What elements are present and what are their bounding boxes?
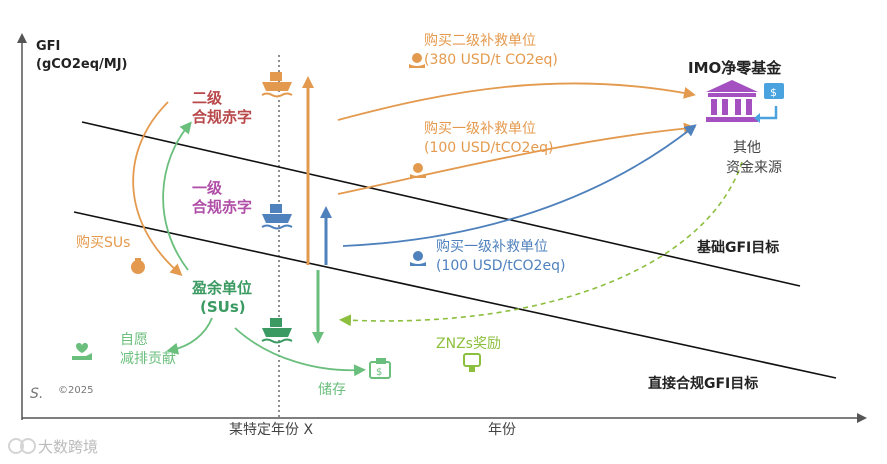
buy-tier2-label-2: (380 USD/t CO2eq) — [424, 52, 558, 68]
surplus-label-1: 盈余单位 — [191, 279, 252, 297]
y-axis-unit: (gCO2eq/MJ) — [36, 57, 127, 72]
store-flow — [234, 327, 366, 377]
exchange-icon: $ — [754, 83, 784, 123]
buy-tier1-top-flow — [337, 122, 696, 195]
watermark-logo — [8, 438, 36, 454]
money-hand-icon — [409, 53, 425, 68]
tier2-deficit-label-1: 二级 — [192, 89, 223, 107]
svg-text:$: $ — [770, 86, 777, 99]
storage-icon: $ — [369, 358, 391, 379]
reward-icon — [463, 353, 481, 372]
voluntary-label-1: 自愿 — [120, 332, 148, 348]
ship-icon — [261, 204, 293, 230]
copyright: ©2025 — [58, 385, 93, 396]
voluntary-flow — [166, 317, 213, 355]
watermark: 大数跨境 — [38, 438, 98, 456]
store-label: 储存 — [318, 382, 346, 398]
direct-gfi-target-label: 直接合规GFI目标 — [648, 375, 758, 392]
znz-reward-label: ZNZs奖励 — [436, 335, 501, 352]
bank-icon — [706, 80, 758, 122]
svg-text:$: $ — [376, 367, 382, 378]
buy-tier1-flow — [342, 124, 697, 247]
buy-tier1-top-label-1: 购买一级补救单位 — [424, 121, 536, 137]
buy-sus-label: 购买SUs — [76, 235, 130, 251]
base-gfi-target-line — [81, 121, 801, 287]
tier2-deficit-label-2: 合规赤字 — [191, 108, 252, 126]
buy-sus-flow — [132, 101, 183, 277]
money-hand-icon — [410, 163, 426, 178]
sus-to-tier1-flow — [162, 121, 192, 271]
other-sources-label-1: 其他 — [733, 140, 761, 156]
tier1-deficit-label-2: 合规赤字 — [191, 198, 252, 216]
buy-tier1-label-2: (100 USD/tCO2eq) — [436, 258, 565, 274]
buy-tier1-label-1: 购买一级补救单位 — [436, 239, 548, 255]
base-gfi-target-label: 基础GFI目标 — [697, 239, 779, 256]
signature: S. — [30, 386, 43, 402]
buy-tier2-label-1: 购买二级补救单位 — [424, 33, 536, 49]
ship-icon — [261, 318, 293, 344]
buy-tier2-flow — [337, 82, 696, 121]
buy-tier1-top-label-2: (100 USD/tCO2eq) — [424, 140, 553, 156]
voluntary-label-2: 减排贡献 — [120, 351, 176, 367]
imo-fund-title: IMO净零基金 — [688, 59, 782, 77]
money-bag-icon — [131, 258, 145, 274]
year-x-label: 某特定年份 X — [229, 422, 313, 438]
surplus-label-2: (SUs) — [200, 298, 246, 316]
money-hand-icon — [410, 251, 426, 266]
ship-icon — [261, 72, 293, 98]
tier1-deficit-label-1: 一级 — [192, 179, 223, 197]
x-axis-label: 年份 — [488, 422, 516, 438]
heart-hand-icon — [72, 343, 92, 360]
znz-reward-flow — [339, 161, 743, 327]
other-sources-label-2: 资金来源 — [726, 160, 782, 176]
direct-gfi-target-line — [73, 211, 837, 379]
y-axis-label: GFI — [36, 39, 60, 54]
